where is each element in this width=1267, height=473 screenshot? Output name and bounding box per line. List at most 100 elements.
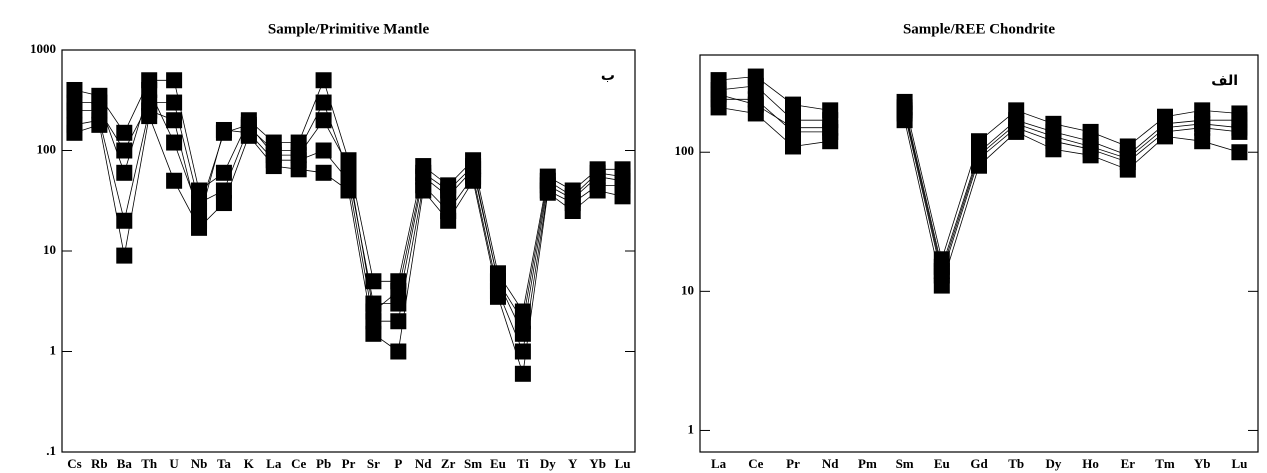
marker	[1045, 128, 1062, 145]
series-line	[74, 88, 623, 323]
marker	[66, 94, 83, 111]
marker	[166, 72, 183, 89]
marker	[539, 172, 556, 189]
x-tick-label: Eu	[490, 456, 506, 471]
marker	[116, 142, 133, 159]
marker	[290, 147, 307, 164]
x-tick-label: Pb	[316, 456, 331, 471]
x-tick-label: Nd	[415, 456, 432, 471]
x-tick-label: Tm	[1155, 456, 1175, 471]
x-tick-label: Ce	[748, 456, 763, 471]
marker	[215, 182, 232, 199]
marker	[489, 288, 506, 305]
marker	[614, 168, 631, 185]
marker	[1008, 115, 1025, 132]
marker	[166, 134, 183, 151]
x-tick-label: Sm	[464, 456, 482, 471]
x-tick-label: Eu	[934, 456, 950, 471]
x-tick-label: Sr	[367, 456, 380, 471]
marker	[822, 119, 839, 136]
marker	[240, 116, 257, 133]
marker	[1119, 150, 1136, 167]
marker	[589, 164, 606, 181]
marker	[564, 188, 581, 205]
marker	[365, 273, 382, 290]
marker	[315, 72, 332, 89]
marker	[340, 158, 357, 175]
marker	[365, 325, 382, 342]
marker	[390, 343, 407, 360]
marker	[822, 133, 839, 150]
x-tick-label: U	[169, 456, 179, 471]
marker	[1231, 144, 1248, 161]
x-tick-label: Ce	[291, 456, 306, 471]
x-tick-label: Ti	[517, 456, 529, 471]
y-tick-label: 10	[681, 282, 694, 297]
marker	[614, 188, 631, 205]
marker	[91, 116, 108, 133]
marker	[141, 108, 158, 125]
marker	[971, 147, 987, 164]
marker	[1045, 141, 1062, 158]
series-line	[718, 85, 1240, 269]
y-tick-label: 1	[50, 342, 57, 357]
x-tick-label: La	[711, 456, 727, 471]
x-tick-label: Ba	[117, 456, 133, 471]
marker	[215, 195, 232, 212]
marker	[440, 212, 457, 229]
x-tick-label: Yb	[589, 456, 606, 471]
marker	[514, 325, 531, 342]
marker	[265, 147, 282, 164]
marker	[785, 119, 801, 136]
y-tick-label: 1	[688, 421, 695, 436]
marker	[116, 164, 133, 181]
marker	[465, 158, 482, 175]
marker	[710, 86, 727, 103]
x-tick-label: P	[394, 456, 402, 471]
marker	[215, 164, 232, 181]
marker	[785, 96, 801, 113]
marker	[589, 182, 606, 199]
y-tick-label: 100	[37, 141, 57, 156]
marker	[415, 182, 432, 199]
marker	[1157, 119, 1173, 136]
x-tick-label: Cs	[67, 456, 81, 471]
marker	[933, 277, 950, 294]
marker	[66, 124, 83, 141]
marker	[315, 112, 332, 129]
x-tick-label: Pr	[786, 456, 800, 471]
x-tick-label: Er	[1121, 456, 1136, 471]
marker	[315, 142, 332, 159]
marker	[1082, 138, 1099, 155]
y-tick-label: .1	[46, 443, 56, 458]
marker	[489, 273, 506, 290]
x-tick-label: Nb	[191, 456, 208, 471]
y-tick-label: 10	[43, 242, 56, 257]
marker	[747, 96, 764, 113]
x-tick-label: Dy	[540, 456, 556, 471]
x-tick-label: Pm	[858, 456, 877, 471]
marker	[933, 263, 950, 280]
marker	[465, 172, 482, 189]
marker	[340, 182, 357, 199]
marker	[365, 303, 382, 320]
x-tick-label: Ta	[217, 456, 231, 471]
x-tick-label: Rb	[91, 456, 108, 471]
x-tick-label: La	[266, 456, 282, 471]
marker	[747, 77, 764, 94]
marker	[315, 94, 332, 111]
x-tick-label: Tb	[1008, 456, 1024, 471]
y-tick-label: 100	[675, 143, 695, 158]
marker	[315, 164, 332, 181]
chart-title: Sample/Primitive Mantle	[268, 21, 430, 37]
x-tick-label: Zr	[441, 456, 456, 471]
x-tick-label: Lu	[1231, 456, 1247, 471]
marker	[215, 124, 232, 141]
annotation: الف	[1211, 73, 1238, 89]
marker	[390, 282, 407, 299]
marker	[1194, 133, 1211, 150]
x-tick-label: Pr	[342, 456, 356, 471]
marker	[191, 219, 208, 236]
marker	[514, 365, 531, 382]
marker	[564, 203, 581, 220]
